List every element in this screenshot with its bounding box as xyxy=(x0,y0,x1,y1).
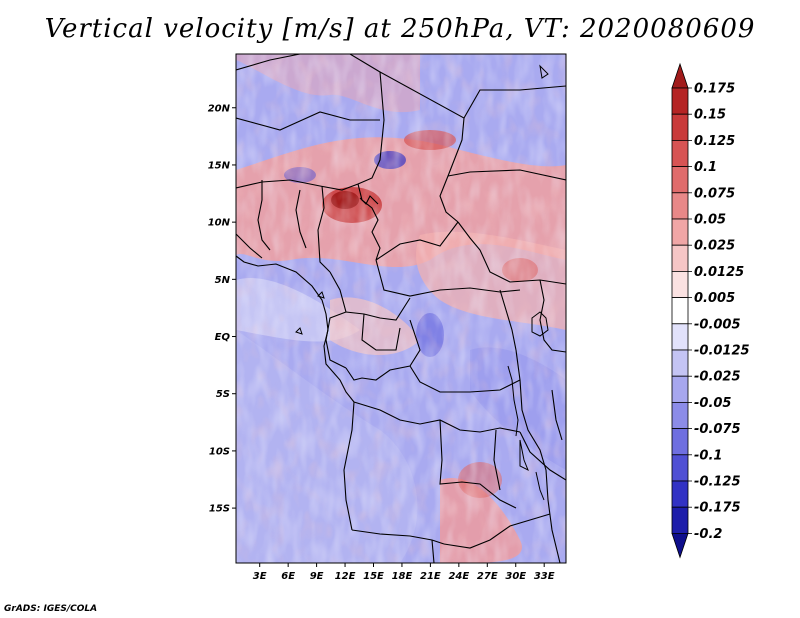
country-borders xyxy=(236,54,566,563)
colorbar-swatch xyxy=(671,139,689,167)
colorbar-swatch xyxy=(671,244,689,272)
colorbar-swatch xyxy=(671,297,689,325)
longitude-axis: 3E 6E 9E 12E 15E 18E 21E 24E 27E 30E 33E xyxy=(253,563,555,582)
colorbar-swatch xyxy=(671,113,689,141)
colorbar-label: 0.075 xyxy=(694,186,735,201)
lon-tick-label: 27E xyxy=(477,571,498,582)
lat-tick-label: 20N xyxy=(208,103,231,114)
plot-frame xyxy=(235,53,567,564)
colorbar-swatch xyxy=(671,349,689,377)
colorbar-label: 0.125 xyxy=(694,134,735,149)
colorbar-label: -0.0125 xyxy=(694,344,750,359)
colorbar-label: 0.05 xyxy=(694,213,726,228)
lake-outlines xyxy=(295,64,549,501)
colorbar-bottom-triangle xyxy=(671,533,689,559)
colorbar-swatch xyxy=(671,428,689,456)
lat-tick-label: 15N xyxy=(208,160,231,171)
lon-tick-label: 12E xyxy=(335,571,356,582)
colorbar-label: -0.005 xyxy=(694,317,741,332)
lon-tick-label: 30E xyxy=(505,571,526,582)
colorbar-label: 0.1 xyxy=(694,160,717,175)
lon-tick-label: 24E xyxy=(448,571,469,582)
colorbar-swatch xyxy=(671,401,689,429)
colorbar-swatch xyxy=(671,454,689,482)
colorbar-swatch xyxy=(671,87,689,115)
map-title: Vertical velocity [m/s] at 250hPa, VT: 2… xyxy=(44,14,756,44)
colorbar-label: 0.005 xyxy=(694,291,735,306)
colorbar-label: 0.175 xyxy=(694,82,735,97)
colorbar-label: -0.075 xyxy=(694,422,741,437)
lat-tick-label: 5S xyxy=(216,389,230,400)
colorbar-swatch xyxy=(671,166,689,194)
colorbar-swatch xyxy=(671,270,689,298)
lon-tick-label: 18E xyxy=(392,571,413,582)
colorbar-label: -0.2 xyxy=(694,527,722,542)
colorbar-label: -0.125 xyxy=(694,475,741,490)
lon-tick-label: 33E xyxy=(534,571,555,582)
vertical-velocity-field xyxy=(236,54,566,563)
colorbar: 0.175 0.15 0.125 0.1 0.075 0.05 0.025 0.0125 0.0… xyxy=(671,62,750,559)
colorbar-swatch xyxy=(671,192,689,220)
colorbar-label: -0.175 xyxy=(694,501,741,516)
colorbar-swatch xyxy=(671,323,689,351)
lat-tick-label: 10N xyxy=(208,218,231,229)
colorbar-swatch xyxy=(671,375,689,403)
colorbar-label: 0.0125 xyxy=(694,265,744,280)
lon-tick-label: 6E xyxy=(281,571,295,582)
colorbar-swatch xyxy=(671,218,689,246)
lat-tick-label: EQ xyxy=(215,332,231,343)
colorbar-label: -0.05 xyxy=(694,396,731,411)
lat-tick-label: 5N xyxy=(215,275,231,286)
lon-tick-label: 9E xyxy=(310,571,324,582)
lon-tick-label: 21E xyxy=(420,571,441,582)
lon-tick-label: 15E xyxy=(363,571,384,582)
colorbar-swatch xyxy=(671,480,689,508)
colorbar-label: 0.025 xyxy=(694,239,735,254)
lat-tick-label: 10S xyxy=(209,446,230,457)
grads-credit: GrADS: IGES/COLA xyxy=(4,604,98,614)
latitude-axis: 20N 15N 10N 5N EQ 5S 10S 15S xyxy=(208,103,236,515)
colorbar-label: -0.025 xyxy=(694,370,741,385)
colorbar-top-triangle xyxy=(671,62,689,89)
colorbar-swatch xyxy=(671,506,689,534)
colorbar-label: -0.1 xyxy=(694,448,722,463)
lon-tick-label: 3E xyxy=(253,571,267,582)
lat-tick-label: 15S xyxy=(209,504,230,515)
colorbar-label: 0.15 xyxy=(694,108,726,123)
